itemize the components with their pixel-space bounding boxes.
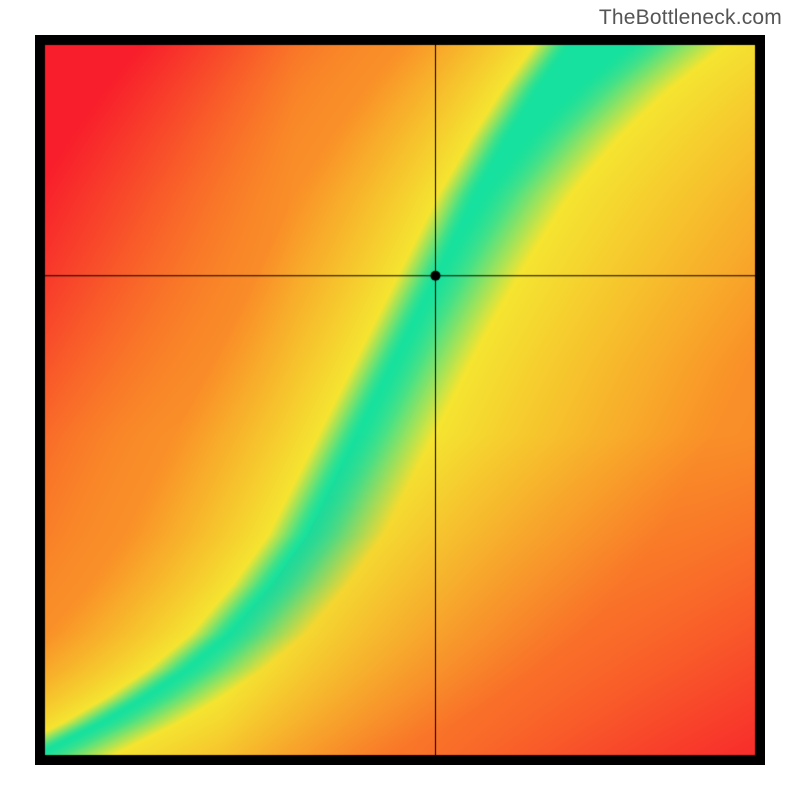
plot-area [35,35,765,765]
chart-container: TheBottleneck.com [0,0,800,800]
heatmap-canvas [35,35,765,765]
watermark-label: TheBottleneck.com [599,6,782,30]
